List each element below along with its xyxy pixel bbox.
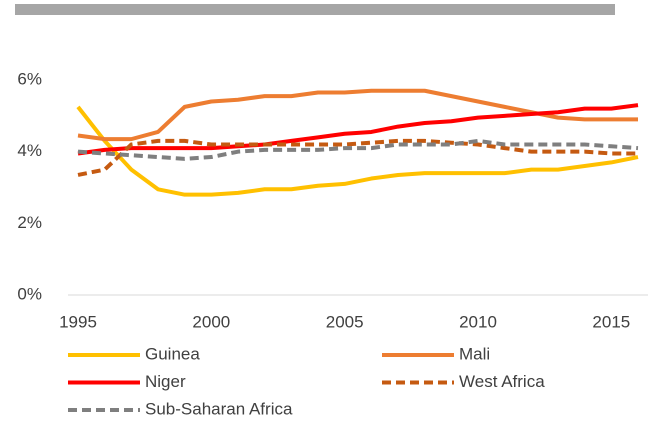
series-line	[77, 138, 639, 161]
x-tick-label: 1995	[59, 312, 97, 331]
y-tick-label: 0%	[17, 284, 42, 303]
legend-label: West Africa	[459, 372, 545, 391]
y-tick-label: 6%	[17, 69, 42, 88]
legend-label: Sub-Saharan Africa	[145, 399, 293, 418]
x-tick-label: 2000	[192, 312, 230, 331]
y-tick-label: 2%	[17, 213, 42, 232]
series-line	[76, 105, 639, 197]
x-tick-label: 2010	[459, 312, 497, 331]
series-line	[77, 138, 638, 177]
x-tick-label: 2005	[326, 312, 364, 331]
header-bar	[15, 4, 615, 15]
x-tick-label: 2015	[592, 312, 630, 331]
legend-label: Niger	[145, 372, 186, 391]
y-tick-label: 4%	[17, 141, 42, 160]
legend-label: Guinea	[145, 344, 200, 363]
legend-label: Mali	[459, 344, 490, 363]
series-line	[77, 103, 639, 156]
